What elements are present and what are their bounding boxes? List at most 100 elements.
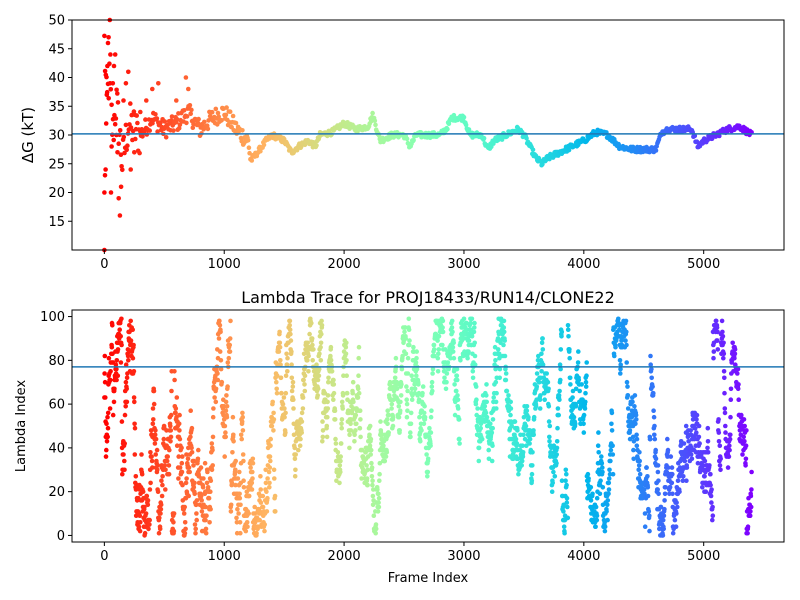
bottom-point	[210, 463, 215, 468]
bottom-point	[325, 399, 330, 405]
bottom-point	[530, 463, 535, 468]
bottom-point	[397, 428, 403, 433]
bottom-point	[379, 432, 385, 438]
bottom-point	[370, 482, 375, 488]
bottom-point	[173, 410, 178, 416]
bottom-point	[147, 487, 153, 492]
bottom-point	[130, 327, 135, 333]
bottom-point	[287, 323, 293, 328]
bottom-point	[508, 406, 514, 411]
bottom-point	[598, 478, 603, 484]
bottom-point	[655, 487, 660, 492]
bottom-point	[680, 478, 686, 484]
bottom-point	[584, 373, 589, 379]
bottom-point	[258, 474, 263, 479]
bottom-point	[355, 395, 361, 400]
bottom-point	[402, 325, 408, 330]
top-point	[481, 135, 487, 141]
bottom-point	[727, 436, 733, 442]
bottom-point	[389, 401, 395, 407]
bottom-point	[711, 349, 717, 354]
bottom-point	[209, 441, 215, 446]
bottom-point	[233, 482, 238, 488]
bottom-point	[123, 404, 128, 409]
top-point	[169, 114, 175, 119]
bottom-point	[224, 404, 230, 409]
bottom-point	[571, 414, 577, 420]
top-point	[120, 167, 125, 173]
bottom-point	[579, 382, 584, 387]
bottom-point	[293, 467, 298, 473]
bottom-point	[252, 504, 257, 510]
bottom-point	[276, 349, 282, 354]
bottom-point	[748, 504, 754, 510]
bottom-point	[527, 436, 533, 442]
bottom-point	[139, 471, 145, 477]
bottom-point	[429, 379, 435, 385]
bottom-point	[584, 360, 589, 365]
bottom-point	[370, 493, 376, 499]
bottom-point	[356, 390, 362, 396]
bottom-points	[102, 316, 754, 538]
bottom-point	[700, 485, 705, 490]
top-point	[314, 143, 319, 148]
bottom-point	[633, 412, 639, 418]
bottom-point	[506, 393, 511, 398]
bottom-point	[540, 347, 546, 352]
bottom-point	[168, 412, 174, 418]
bottom-point	[749, 487, 754, 492]
bottom-point	[246, 493, 252, 499]
bottom-point	[347, 445, 352, 451]
top-point	[126, 69, 131, 75]
bottom-point	[716, 430, 722, 435]
top-point	[111, 137, 116, 143]
bottom-point	[353, 412, 359, 418]
bottom-point	[728, 386, 734, 392]
bottom-point	[267, 465, 273, 470]
bottom-point	[109, 344, 115, 350]
bottom-point	[203, 526, 209, 532]
bottom-point	[281, 395, 287, 400]
bottom-point	[258, 487, 264, 492]
bottom-point	[299, 430, 305, 435]
bottom-point	[645, 474, 650, 479]
top-point	[171, 128, 176, 133]
bottom-point	[405, 355, 411, 361]
bottom-point	[520, 443, 525, 449]
top-point	[156, 81, 161, 86]
bottom-point	[581, 421, 586, 427]
bottom-point	[606, 480, 612, 486]
top-point	[154, 116, 160, 121]
bottom-point	[546, 419, 552, 424]
bottom-point	[440, 342, 445, 348]
bottom-point	[716, 417, 721, 422]
bottom-point	[225, 384, 230, 389]
top-point	[147, 128, 152, 133]
top-point	[227, 109, 233, 114]
bottom-point	[588, 498, 594, 503]
bottom-point	[424, 452, 429, 457]
bottom-point	[166, 463, 172, 468]
bottom-point	[554, 460, 559, 466]
bottom-point	[677, 489, 682, 495]
top-point	[245, 138, 251, 143]
bottom-point	[378, 419, 383, 424]
top-point	[121, 98, 126, 103]
bottom-point	[278, 375, 284, 381]
bottom-point	[720, 334, 726, 339]
bottom-point	[624, 379, 630, 385]
bottom-point	[126, 358, 131, 363]
bottom-point	[490, 417, 496, 422]
bottom-point	[158, 511, 163, 516]
bottom-point	[393, 355, 399, 361]
bottom-point	[344, 390, 350, 396]
bottom-point	[152, 441, 158, 446]
bottom-point	[115, 347, 121, 352]
bottom-point	[588, 485, 594, 490]
bottom-point	[105, 434, 110, 440]
bottom-point	[736, 382, 741, 387]
bottom-point	[503, 371, 509, 376]
bottom-point	[617, 323, 622, 328]
top-point	[249, 158, 255, 163]
